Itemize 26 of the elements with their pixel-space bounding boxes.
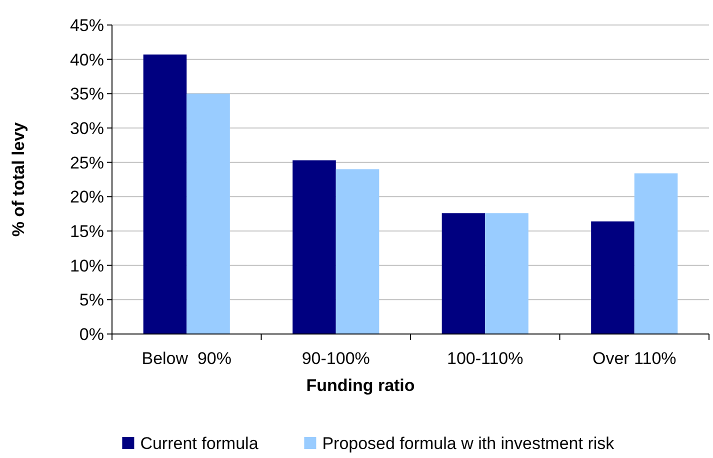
x-tick-label: Below 90% <box>142 349 232 368</box>
bar <box>634 173 678 334</box>
y-axis-title: % of total levy <box>9 122 28 237</box>
bar <box>485 213 528 334</box>
legend-label: Proposed formula w ith investment risk <box>322 434 615 453</box>
y-tick-label: 0% <box>79 324 104 344</box>
y-tick-label: 20% <box>70 188 104 207</box>
y-tick-label: 5% <box>79 290 104 310</box>
legend-label: Current formula <box>140 434 259 453</box>
x-axis-title: Funding ratio <box>306 376 415 395</box>
y-tick-label: 25% <box>70 153 104 172</box>
y-tick-label: 30% <box>70 118 104 138</box>
x-tick-label: Over 110% <box>592 349 676 368</box>
y-tick-label: 10% <box>70 256 104 276</box>
bar <box>292 160 336 334</box>
y-tick-label: 15% <box>70 222 104 241</box>
bar <box>143 54 187 334</box>
bar <box>591 221 634 334</box>
bar <box>336 169 380 334</box>
y-tick-label: 45% <box>70 16 104 35</box>
x-tick-label: 100-110% <box>447 349 524 368</box>
bar <box>442 213 486 334</box>
y-tick-label: 40% <box>70 50 104 70</box>
y-tick-label: 35% <box>70 84 104 104</box>
x-tick-label: 90-100% <box>302 349 370 368</box>
bar <box>186 94 230 334</box>
